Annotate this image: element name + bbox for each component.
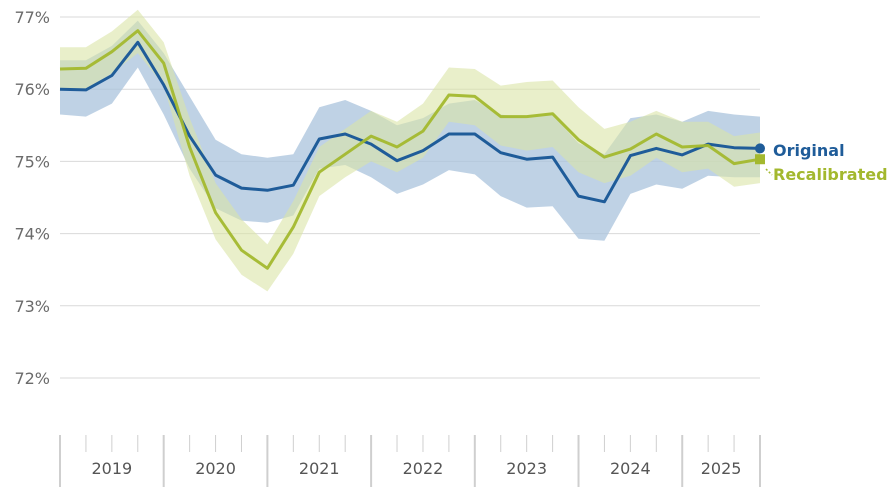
y-tick-label: 73% [14,297,50,316]
series-line-recalibrated [59,29,761,270]
y-tick-label: 72% [14,369,50,388]
legend-connector [765,168,773,176]
series-end-markers [755,143,765,165]
confidence-band-recalibrated [60,9,760,292]
series-lines [59,29,761,270]
y-tick-label: 76% [14,80,50,99]
x-year-label: 2024 [610,459,651,478]
y-tick-label: 77% [14,8,50,27]
x-axis: 2019 2020 2021 2022 2023 2024 2025 [59,435,761,487]
legend: Original Recalibrated [765,141,887,184]
x-year-label: 2021 [299,459,340,478]
x-year-label: 2022 [403,459,444,478]
series-line-original [59,40,761,204]
y-axis-tick-labels: 72% 73% 74% 75% 76% 77% [14,8,50,388]
x-year-label: 2025 [701,459,742,478]
legend-original: Original [773,141,845,160]
recalibrated-end-marker [755,154,765,165]
legend-recalibrated: Recalibrated [773,165,887,184]
x-year-label: 2023 [506,459,547,478]
x-year-label: 2019 [91,459,132,478]
y-tick-label: 74% [14,225,50,244]
x-year-label: 2020 [195,459,236,478]
confidence-bands [60,9,760,292]
y-tick-label: 75% [14,152,50,171]
original-end-marker [755,143,765,154]
